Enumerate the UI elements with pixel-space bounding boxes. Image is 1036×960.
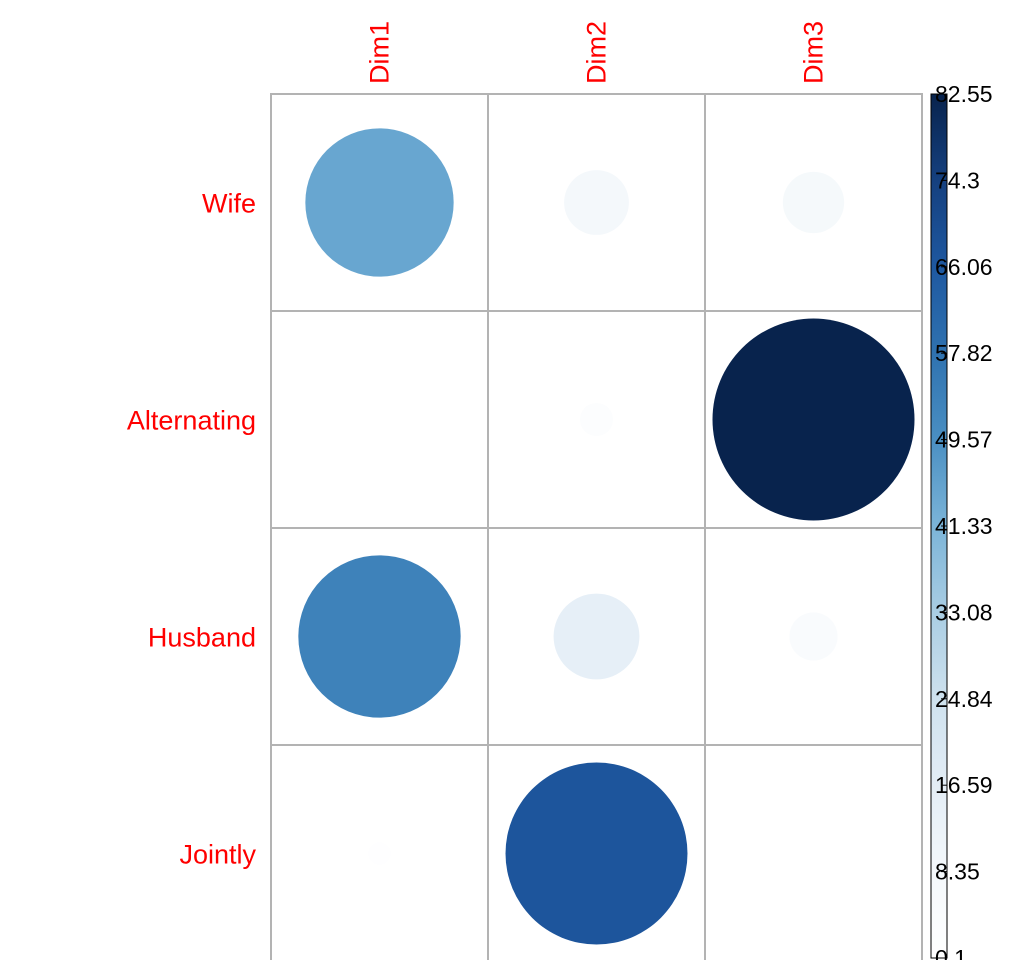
- colorbar-tick-label: 8.35: [935, 859, 980, 885]
- colorbar-tick-label: 16.59: [935, 772, 993, 798]
- colorbar-tick-label: 82.55: [935, 81, 993, 107]
- row-labels: Wife Alternating Husband Jointly: [127, 189, 257, 870]
- colorbar-tick-label: 41.33: [935, 513, 993, 539]
- column-label: Dim1: [365, 21, 395, 84]
- value-circle: [807, 847, 820, 860]
- colorbar-tick-label: 66.06: [935, 254, 993, 280]
- column-label: Dim3: [799, 21, 829, 84]
- colorbar-tick-label: 49.57: [935, 427, 993, 453]
- column-labels: Dim1 Dim2 Dim3: [365, 21, 829, 84]
- row-label: Alternating: [127, 406, 256, 436]
- value-circle: [505, 762, 688, 945]
- colorbar-tick-label: 74.3: [935, 167, 980, 193]
- value-circle: [580, 403, 613, 436]
- value-circle: [712, 318, 915, 521]
- value-circle: [564, 170, 629, 235]
- colorbar-tick-label: 33.08: [935, 599, 993, 625]
- value-circle: [298, 555, 461, 718]
- value-circle: [782, 171, 845, 234]
- value-circle: [375, 415, 384, 424]
- row-label: Husband: [148, 623, 256, 653]
- circle-layer: [298, 128, 915, 945]
- colorbar-tick-label: 24.84: [935, 686, 993, 712]
- colorbar-tick-label: 0.1: [935, 945, 967, 960]
- value-circle: [305, 128, 454, 277]
- row-label: Wife: [202, 189, 256, 219]
- value-circle: [368, 842, 391, 865]
- value-circle: [789, 612, 838, 661]
- colorbar: 0.1 8.35 16.59 24.84 33.08 41.33 49.57 57.82 66.…: [930, 81, 993, 960]
- value-circle: [553, 593, 640, 680]
- colorbar-tick-label: 57.82: [935, 340, 993, 366]
- row-label: Jointly: [179, 840, 256, 870]
- column-label: Dim2: [582, 21, 612, 84]
